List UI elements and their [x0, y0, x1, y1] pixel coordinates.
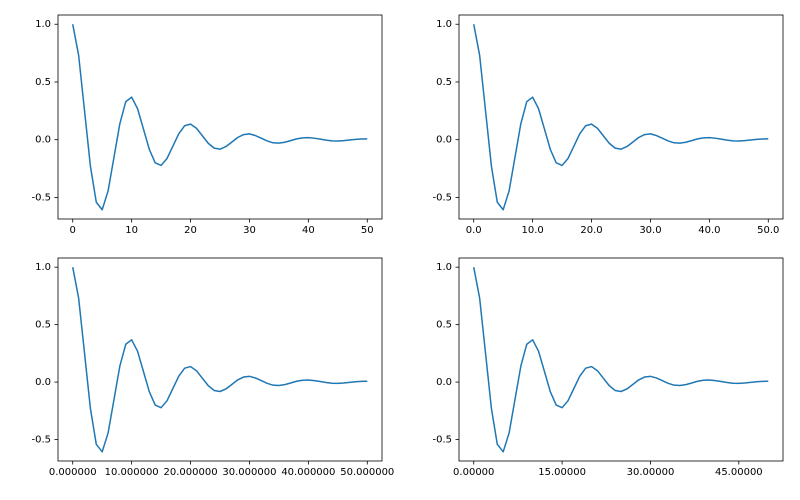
x-tick-label: 40.0 [698, 225, 720, 236]
x-tick-label: 50.0 [757, 225, 779, 236]
axes-frame [57, 257, 383, 462]
y-tick-label: -0.5 [432, 192, 452, 203]
data-line [71, 267, 368, 453]
subplot: 0 10 20 30 40 50 -0.5 0.0 0.5 1.0 [31, 14, 383, 236]
axes-frame [458, 14, 784, 220]
x-tick-label: 15.00000 [538, 467, 586, 478]
x-tick-label: 20 [184, 225, 197, 236]
x-tick-label: 0 [70, 225, 76, 236]
subplot: 0.00000 15.00000 30.00000 45.00000 -0.5 0.0 0.… [432, 257, 784, 478]
x-tick-label: 10.000000 [105, 467, 159, 478]
x-tick-label: 30.0 [639, 225, 661, 236]
y-tick-label: 0.0 [35, 135, 51, 146]
x-tick-label: 30.000000 [222, 467, 276, 478]
x-tick-label: 40.000000 [281, 467, 335, 478]
data-line [472, 24, 769, 211]
x-tick-label: 0.0 [466, 225, 482, 236]
y-tick-label: 0.5 [35, 320, 51, 331]
plot-area [71, 267, 368, 453]
plot-area [472, 24, 769, 211]
x-tick-label: 40 [302, 225, 315, 236]
y-tick-label: 0.5 [436, 320, 452, 331]
y-tick-label: 1.0 [35, 262, 51, 273]
x-tick-label: 20.0 [580, 225, 602, 236]
axes-frame [57, 14, 383, 220]
y-tick-label: 0.5 [436, 77, 452, 88]
x-tick-label: 0.00000 [453, 467, 494, 478]
y-tick-label: -0.5 [432, 435, 452, 446]
plot-area [472, 267, 769, 453]
y-tick-label: 1.0 [436, 19, 452, 30]
x-tick-label: 20.000000 [164, 467, 218, 478]
x-tick-label: 50.000000 [340, 467, 394, 478]
x-tick-label: 45.00000 [715, 467, 763, 478]
y-tick-label: 0.0 [436, 135, 452, 146]
data-line [71, 24, 368, 211]
x-tick-label: 50 [361, 225, 374, 236]
x-tick-label: 0.000000 [49, 467, 97, 478]
x-tick-label: 10 [125, 225, 138, 236]
subplot: 0.000000 10.000000 20.000000 30.000000 40.00… [31, 257, 394, 478]
y-tick-label: -0.5 [31, 435, 51, 446]
y-tick-label: -0.5 [31, 192, 51, 203]
y-tick-label: 0.0 [436, 377, 452, 388]
data-line [472, 267, 769, 453]
plot-area [71, 24, 368, 211]
y-tick-label: 0.0 [35, 377, 51, 388]
x-tick-label: 10.0 [522, 225, 544, 236]
x-tick-label: 30 [243, 225, 256, 236]
axes-frame [458, 257, 784, 462]
y-tick-label: 1.0 [35, 19, 51, 30]
x-tick-label: 30.00000 [627, 467, 675, 478]
subplot: 0.0 10.0 20.0 30.0 40.0 50.0 -0.5 0.0 0.5 1.0 [432, 14, 784, 236]
y-tick-label: 1.0 [436, 262, 452, 273]
y-tick-label: 0.5 [35, 77, 51, 88]
